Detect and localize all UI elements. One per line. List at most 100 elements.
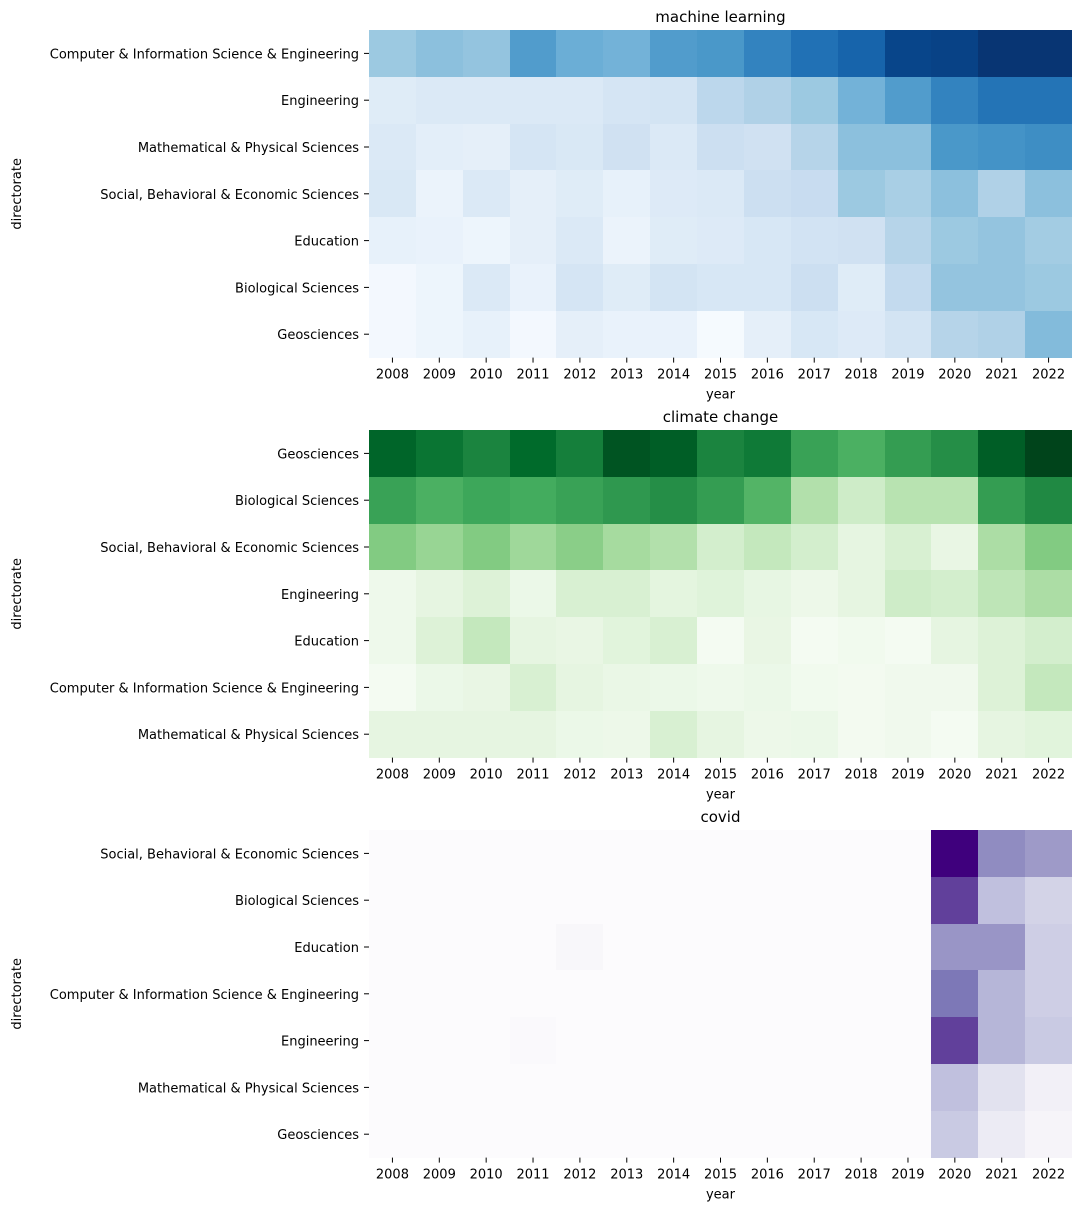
heatmap-cell	[978, 617, 1025, 664]
heatmap-cell	[1025, 924, 1072, 970]
heatmap-cell	[650, 664, 697, 711]
heatmap-cell	[556, 877, 603, 924]
heatmap-cell	[838, 311, 885, 358]
heatmap-cell	[1025, 124, 1072, 170]
x-tick-label: 2013	[610, 768, 643, 783]
heatmap-cell	[978, 877, 1025, 924]
heatmap-cell	[369, 1064, 416, 1111]
heatmap-cell	[791, 877, 838, 924]
heatmap-cell	[603, 1017, 650, 1064]
heatmap-cell	[791, 1111, 838, 1158]
heatmap-cell	[931, 30, 978, 77]
heatmap-cell	[510, 617, 556, 664]
heatmap-cell	[463, 311, 510, 358]
heatmap-cell	[463, 524, 510, 570]
chart-title: climate change	[663, 408, 778, 426]
x-tick-label: 2016	[751, 1168, 784, 1183]
y-tick-label: Computer & Information Science & Enginee…	[50, 988, 359, 1003]
heatmap-cell	[416, 77, 463, 124]
heatmap-cell	[697, 264, 744, 311]
heatmap-cell	[838, 617, 885, 664]
x-tick-label: 2009	[423, 1168, 456, 1183]
heatmap-cell	[510, 970, 556, 1017]
heatmap-cell	[931, 311, 978, 358]
x-tick-label: 2018	[845, 768, 878, 783]
heatmap-cell	[697, 124, 744, 170]
heatmap-cell	[744, 264, 791, 311]
y-tick-label: Biological Sciences	[235, 494, 359, 509]
heatmap-cell	[650, 311, 697, 358]
heatmap-cell	[463, 477, 510, 524]
heatmap-cell	[744, 570, 791, 617]
heatmap-cell	[744, 30, 791, 77]
heatmap-cell	[650, 264, 697, 311]
heatmap-cell	[791, 1064, 838, 1111]
y-tick-label: Education	[294, 635, 359, 650]
heatmap-cell	[603, 570, 650, 617]
heatmap-cell	[791, 570, 838, 617]
heatmap-cell	[744, 170, 791, 217]
heatmap-cell	[556, 477, 603, 524]
x-tick-label: 2015	[704, 368, 737, 383]
heatmap-cell	[697, 524, 744, 570]
heatmap-cell	[650, 477, 697, 524]
x-tick-label: 2008	[376, 1168, 409, 1183]
x-tick-label: 2008	[376, 768, 409, 783]
heatmap-cell	[369, 570, 416, 617]
heatmap-cell	[510, 664, 556, 711]
heatmap-cell	[556, 264, 603, 311]
heatmap-cell	[416, 30, 463, 77]
heatmap-cell	[556, 1017, 603, 1064]
heatmap-cell	[978, 970, 1025, 1017]
x-tick-label: 2009	[423, 368, 456, 383]
heatmap-cell	[369, 311, 416, 358]
heatmap-cell	[463, 77, 510, 124]
x-tick-label: 2018	[845, 1168, 878, 1183]
heatmap-cell	[510, 264, 556, 311]
x-tick-label: 2018	[845, 368, 878, 383]
heatmap-cell	[603, 430, 650, 477]
heatmap-cell	[1025, 477, 1072, 524]
heatmap-cell	[1025, 1064, 1072, 1111]
x-tick-label: 2021	[985, 768, 1018, 783]
heatmap-cell	[510, 570, 556, 617]
heatmap-cell	[603, 617, 650, 664]
heatmap-cell	[650, 124, 697, 170]
y-tick-label: Computer & Information Science & Enginee…	[50, 681, 359, 696]
heatmap-cell	[791, 711, 838, 758]
heatmap-cell	[838, 570, 885, 617]
y-tick-label: Computer & Information Science & Enginee…	[50, 47, 359, 62]
heatmap-cell	[556, 664, 603, 711]
heatmap-cell	[791, 124, 838, 170]
heatmap-cell	[650, 1064, 697, 1111]
x-tick-label: 2021	[985, 368, 1018, 383]
heatmap-cell	[791, 664, 838, 711]
x-axis-label: year	[706, 788, 736, 803]
heatmap-cell	[931, 711, 978, 758]
x-axis-label: year	[706, 1188, 736, 1203]
heatmap-cell	[1025, 524, 1072, 570]
heatmap-cell	[603, 1064, 650, 1111]
heatmap-cell	[603, 477, 650, 524]
heatmap-cell	[978, 477, 1025, 524]
heatmap-cell	[744, 1064, 791, 1111]
heatmap-cell	[556, 711, 603, 758]
heatmap-cell	[369, 617, 416, 664]
heatmap-cell	[650, 970, 697, 1017]
heatmap-cell	[416, 1017, 463, 1064]
heatmap-cell	[931, 170, 978, 217]
heatmap-cell	[931, 830, 978, 877]
heatmap-cell	[603, 264, 650, 311]
heatmap-cell	[369, 830, 416, 877]
heatmap-cell	[744, 124, 791, 170]
heatmap-cell	[369, 711, 416, 758]
heatmap-cell	[931, 264, 978, 311]
x-tick-label: 2014	[657, 1168, 690, 1183]
heatmap-cell	[744, 830, 791, 877]
heatmap-cell	[1025, 877, 1072, 924]
y-tick-label: Biological Sciences	[235, 894, 359, 909]
heatmap-cell	[650, 170, 697, 217]
heatmap-cell	[838, 30, 885, 77]
y-tick-label: Mathematical & Physical Sciences	[138, 141, 359, 156]
heatmap-cell	[885, 970, 931, 1017]
